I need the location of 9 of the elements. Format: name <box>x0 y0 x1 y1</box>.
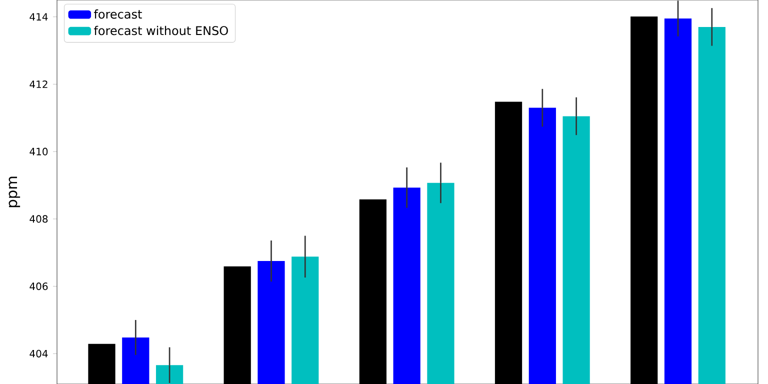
y-tick-label: 412 <box>30 80 48 88</box>
legend-label: forecast <box>94 9 142 19</box>
legend-label: forecast without ENSO <box>94 26 228 36</box>
y-tick-label: 414 <box>30 13 48 20</box>
y-tick-label: 410 <box>30 148 48 156</box>
y-tick-label: 406 <box>30 282 48 290</box>
y-axis-title: ppm <box>8 176 20 208</box>
y-tick-label: 404 <box>30 350 48 358</box>
y-tick-label: 408 <box>30 215 48 223</box>
